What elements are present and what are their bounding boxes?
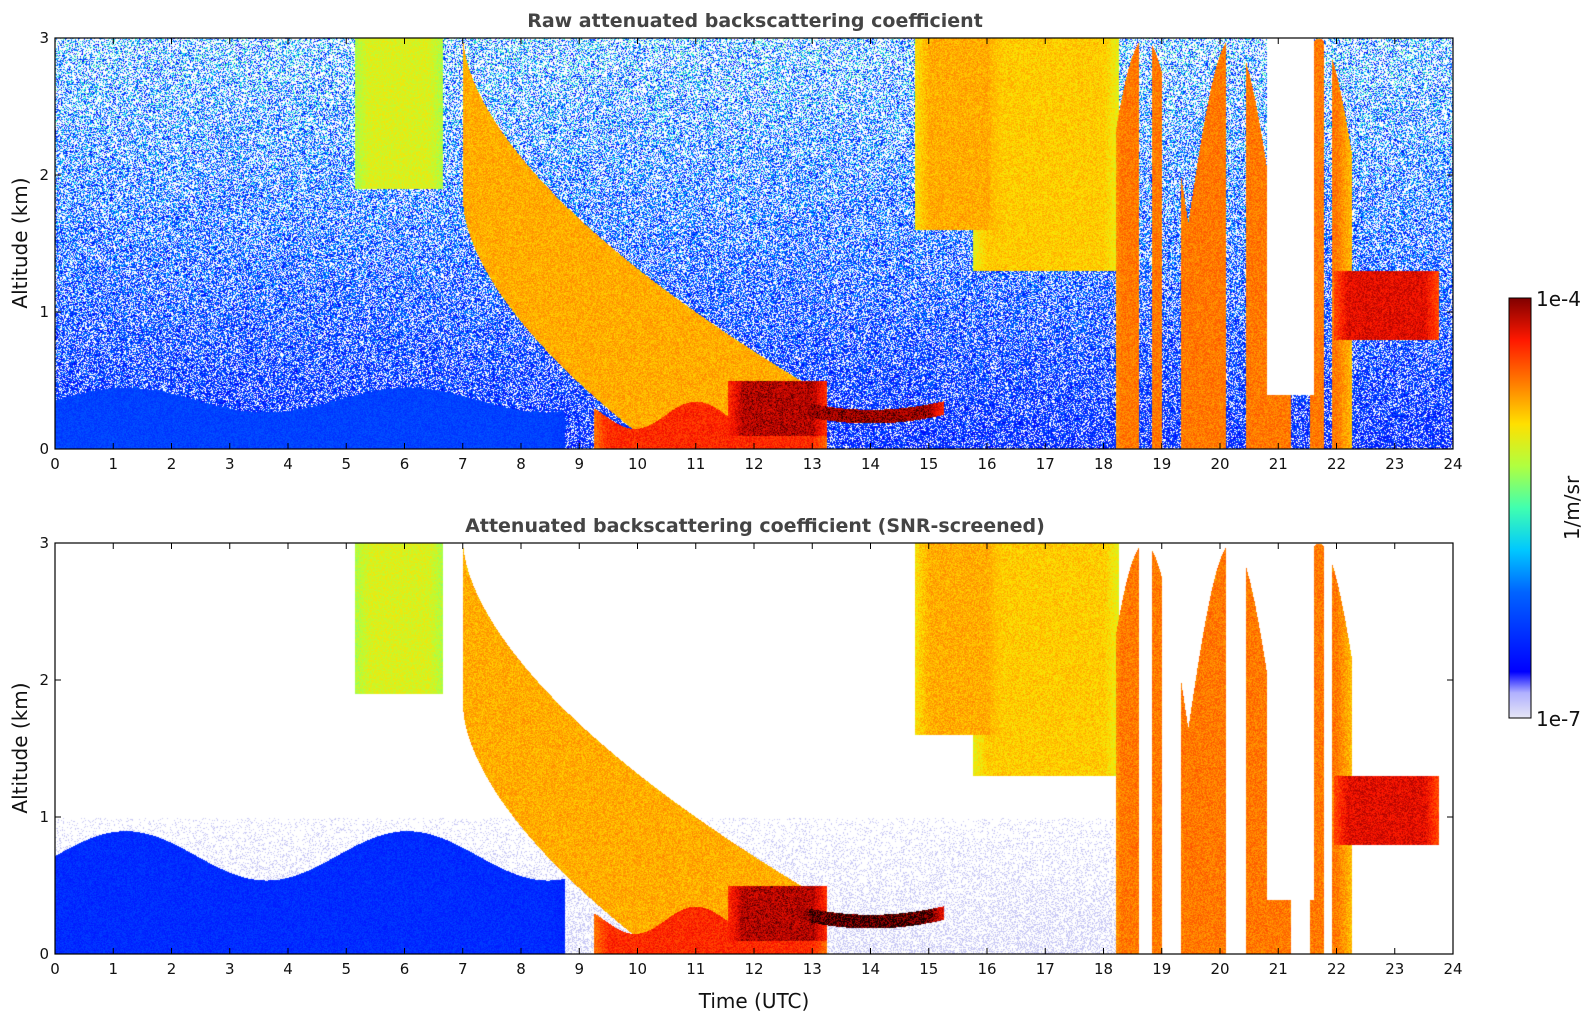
panel-title: Raw attenuated backscattering coefficien…: [527, 10, 983, 32]
x-tick-label: 0: [50, 455, 60, 473]
panel-raw: Raw attenuated backscattering coefficien…: [8, 10, 1463, 473]
colorbar-min-label: 1e-7: [1536, 707, 1581, 731]
x-tick-label: 9: [574, 455, 584, 473]
x-tick-label: 17: [1036, 455, 1055, 473]
colorbar-max-label: 1e-4: [1536, 287, 1581, 311]
x-tick-label: 24: [1443, 455, 1462, 473]
y-tick-label: 0: [39, 440, 49, 458]
x-tick-label: 23: [1385, 455, 1404, 473]
x-tick-label: 6: [400, 455, 410, 473]
x-tick-label: 22: [1327, 455, 1346, 473]
x-tick-label: 12: [744, 960, 763, 978]
x-tick-label: 4: [283, 455, 293, 473]
x-tick-label: 18: [1094, 455, 1113, 473]
x-tick-label: 16: [977, 455, 996, 473]
x-tick-label: 24: [1443, 960, 1462, 978]
x-tick-label: 21: [1269, 960, 1288, 978]
x-tick-label: 8: [516, 455, 526, 473]
panel-title: Attenuated backscattering coefficient (S…: [465, 515, 1045, 537]
x-tick-label: 10: [628, 455, 647, 473]
y-axis: 0 1 2 3: [39, 29, 1453, 458]
y-axis-label: Altitude (km): [8, 682, 32, 813]
x-tick-label: 22: [1327, 960, 1346, 978]
y-tick-label: 1: [39, 303, 49, 321]
x-tick-label: 8: [516, 960, 526, 978]
x-tick-label: 16: [977, 960, 996, 978]
x-tick-label: 1: [108, 960, 118, 978]
y-tick-label: 0: [39, 945, 49, 963]
x-tick-label: 6: [400, 960, 410, 978]
colorbar-unit-label: 1/m/sr: [1560, 475, 1584, 540]
x-tick-label: 18: [1094, 960, 1113, 978]
x-tick-label: 2: [167, 960, 177, 978]
x-tick-label: 7: [458, 960, 468, 978]
colorbar: 1e-4 1e-7 1/m/sr: [1508, 287, 1584, 731]
x-axis-label: Time (UTC): [698, 989, 810, 1013]
y-tick-label: 1: [39, 808, 49, 826]
x-tick-label: 11: [686, 960, 705, 978]
x-tick-label: 9: [574, 960, 584, 978]
x-tick-label: 15: [919, 960, 938, 978]
x-tick-label: 3: [225, 455, 235, 473]
x-tick-label: 12: [744, 455, 763, 473]
x-tick-label: 7: [458, 455, 468, 473]
x-tick-label: 4: [283, 960, 293, 978]
y-tick-label: 2: [39, 166, 49, 184]
x-tick-label: 20: [1210, 960, 1229, 978]
x-tick-label: 15: [919, 455, 938, 473]
y-tick-label: 3: [39, 29, 49, 47]
x-tick-label: 17: [1036, 960, 1055, 978]
x-tick-label: 1: [108, 455, 118, 473]
x-tick-label: 3: [225, 960, 235, 978]
x-tick-label: 10: [628, 960, 647, 978]
x-tick-label: 2: [167, 455, 177, 473]
x-axis: 0 1 2 3 4 5 6 7 8 9 10 11 12 13 14 15 16 17 18 19 20 21 22 23 24: [50, 543, 1463, 978]
x-tick-label: 14: [861, 455, 880, 473]
x-tick-label: 19: [1152, 455, 1171, 473]
x-tick-label: 11: [686, 455, 705, 473]
x-tick-label: 0: [50, 960, 60, 978]
heatmap-image: [55, 38, 1453, 449]
colorbar-gradient: [1508, 297, 1532, 719]
y-axis-label: Altitude (km): [8, 177, 32, 308]
x-tick-label: 13: [803, 455, 822, 473]
y-axis: 0 1 2 3: [39, 534, 1453, 963]
y-tick-label: 3: [39, 534, 49, 552]
y-tick-label: 2: [39, 671, 49, 689]
x-tick-label: 21: [1269, 455, 1288, 473]
heatmap-image: [55, 543, 1453, 954]
x-tick-label: 14: [861, 960, 880, 978]
panel-snr-screened: Attenuated backscattering coefficient (S…: [8, 515, 1463, 1013]
x-tick-label: 5: [341, 455, 351, 473]
x-tick-label: 19: [1152, 960, 1171, 978]
x-tick-label: 20: [1210, 455, 1229, 473]
x-tick-label: 23: [1385, 960, 1404, 978]
x-tick-label: 13: [803, 960, 822, 978]
x-tick-label: 5: [341, 960, 351, 978]
x-axis: 0 1 2 3 4 5 6 7 8 9 10 11 12 13 14 15 16 17 18 19 20 21 22 23 24: [50, 38, 1463, 473]
